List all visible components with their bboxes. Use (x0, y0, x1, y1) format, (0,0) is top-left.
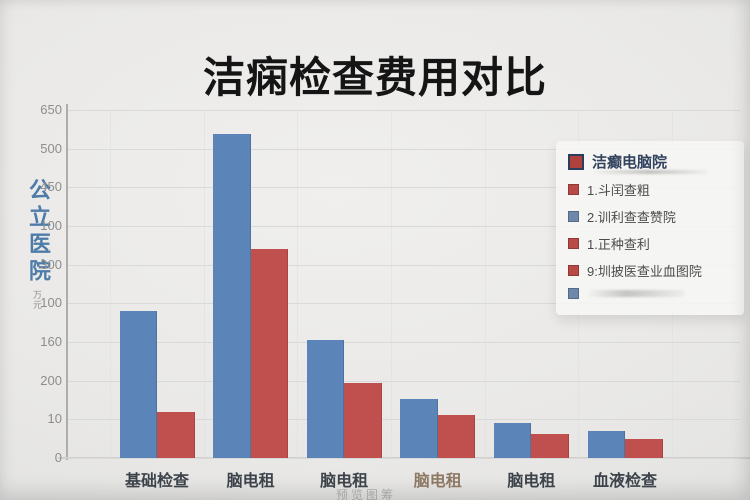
legend-title-swatch-icon (568, 153, 584, 170)
legend-items: 1.斗闰查粗 2.训利查查赞院 1.正种查利 9:圳披医查业血图院 (568, 180, 732, 299)
x-category-label: 基础检查 (124, 473, 189, 490)
legend-swatch-icon (568, 238, 579, 249)
x-category-label: 脑电租 (413, 473, 462, 490)
legend-smudge (587, 290, 685, 297)
bar-red-2 (344, 383, 382, 458)
y-axis-unit: 万元 (32, 290, 42, 310)
bar-blue-4 (493, 423, 532, 458)
plot-area (68, 110, 740, 459)
h-gridline (68, 303, 740, 305)
legend-header: 洁癫电脑院 (568, 151, 732, 174)
legend-item-label: 1.正种查利 (587, 237, 650, 252)
legend-item-label: 1.斗闰查粗 (587, 183, 650, 198)
h-gridline (68, 380, 740, 382)
y-axis-spine (66, 104, 68, 460)
bar-red-4 (531, 433, 569, 458)
y-tick-label: 10 (47, 411, 62, 427)
y-tick-label: 0 (54, 450, 62, 465)
x-category-label: 脑电租 (320, 473, 369, 490)
y-tick-label: 450 (40, 179, 62, 195)
y-tick-label: 650 (40, 102, 62, 117)
v-gridline (297, 110, 299, 458)
v-gridline (110, 110, 112, 458)
legend-item (568, 288, 732, 299)
y-tick-label: 100 (40, 218, 62, 233)
bar-blue-5 (587, 431, 625, 458)
y-tick-label: 500 (40, 140, 62, 156)
legend-item-label: 2.训利查查赞院 (587, 210, 676, 225)
legend-item-label: 9:圳披医查业血图院 (587, 264, 702, 279)
bar-blue-1 (213, 134, 251, 458)
h-gridline (68, 458, 740, 459)
h-gridline (68, 187, 740, 189)
legend-swatch-icon (568, 265, 579, 276)
h-gridline (68, 148, 740, 150)
watermark: 预览图筹 (336, 488, 397, 500)
legend-item: 9:圳披医查业血图院 (568, 261, 732, 280)
bar-red-3 (437, 415, 476, 458)
h-gridline (68, 110, 740, 111)
bar-blue-2 (306, 340, 345, 458)
legend-swatch-icon (568, 288, 579, 299)
y-tick-label: 160 (40, 334, 62, 349)
y-tick-label: 200 (40, 372, 62, 388)
x-category-label: 脑电租 (226, 473, 275, 490)
v-gridline (391, 110, 392, 458)
v-gridline (484, 110, 486, 458)
legend-item: 1.斗闰查粗 (568, 180, 732, 199)
h-gridline (68, 226, 740, 227)
bar-blue-3 (400, 399, 438, 458)
legend-swatch-icon (568, 211, 579, 222)
bar-red-1 (250, 249, 289, 458)
h-gridline (68, 342, 740, 343)
y-tick-label: 100 (40, 295, 62, 311)
legend-swatch-icon (568, 184, 579, 195)
h-gridline (68, 264, 740, 266)
bar-blue-0 (119, 310, 157, 458)
x-category-label: 血液检查 (592, 473, 657, 490)
legend-title-underline (590, 170, 708, 174)
x-category-label: 脑电租 (507, 473, 556, 490)
bar-red-5 (625, 439, 663, 458)
v-gridline (203, 110, 205, 458)
bar-red-0 (157, 412, 195, 458)
page-title: 洁痫检查费用对比 (202, 54, 547, 102)
y-tick-label: 300 (40, 256, 62, 272)
legend-panel: 洁癫电脑院 1.斗闰查粗 2.训利查查赞院 1.正种查利 9:圳披医查业血图院 (556, 141, 744, 315)
y-axis-title: 公立医院 (26, 178, 51, 286)
legend-title: 洁癫电脑院 (592, 154, 668, 171)
legend-item: 1.正种查利 (568, 234, 732, 253)
legend-item: 2.训利查查赞院 (568, 207, 732, 226)
